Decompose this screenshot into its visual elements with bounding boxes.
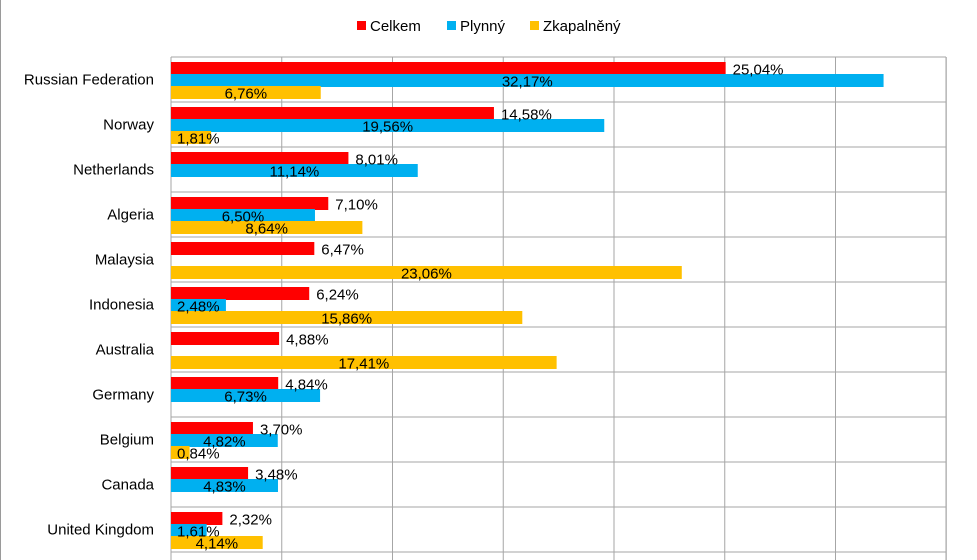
bar (171, 536, 263, 549)
bar (171, 164, 418, 177)
bar (171, 197, 329, 210)
bar (171, 434, 278, 447)
data-label: 15,86% (321, 311, 372, 328)
data-label: 3,48% (255, 467, 298, 484)
bar (171, 377, 279, 390)
data-label: 6,73% (224, 389, 267, 406)
bar (171, 242, 315, 255)
data-label: 4,14% (196, 536, 239, 553)
legend-label: Zkapalněný (543, 18, 621, 35)
data-label: 4,88% (286, 332, 329, 349)
bars (171, 62, 884, 549)
bar (171, 131, 212, 144)
bar (171, 74, 884, 87)
bar (171, 446, 190, 459)
bar (171, 299, 226, 312)
data-labels: 25,04% 32,17% 6,76% 14,58% 19,56% 1,81% 8,01% 1… (177, 62, 784, 553)
data-label: 19,56% (362, 119, 413, 136)
legend-swatch (530, 21, 539, 30)
bar (171, 332, 280, 345)
data-label: 6,47% (321, 242, 364, 259)
bar (171, 209, 315, 222)
bar (171, 422, 253, 435)
data-label: 0,84% (177, 446, 220, 463)
category-label: Russian Federation (24, 72, 154, 89)
bar (171, 86, 321, 99)
data-label: 2,32% (229, 512, 272, 529)
bar (171, 389, 321, 402)
bar (171, 152, 349, 165)
legend-label: Celkem (370, 18, 421, 35)
bar (171, 467, 249, 480)
category-label: Germany (92, 387, 154, 404)
legend-label: Plynný (460, 18, 506, 35)
data-label: 1,81% (177, 131, 220, 148)
category-label: Australia (96, 342, 155, 359)
bar (171, 119, 605, 132)
legend-swatch (357, 21, 366, 30)
category-label: Indonesia (89, 297, 155, 314)
data-label: 23,06% (401, 266, 452, 283)
bar (171, 287, 310, 300)
category-label: Algeria (107, 207, 154, 224)
data-label: 4,83% (203, 479, 246, 496)
data-label: 17,41% (338, 356, 389, 373)
bar (171, 62, 726, 75)
data-label: 8,64% (245, 221, 288, 238)
category-label: United Kingdom (47, 522, 154, 539)
bar (171, 266, 682, 279)
bar (171, 356, 557, 369)
data-label: 25,04% (733, 62, 784, 79)
category-label: Canada (101, 477, 154, 494)
data-label: 1,61% (177, 524, 220, 541)
data-label: 11,14% (269, 164, 319, 181)
data-label: 8,01% (355, 152, 398, 169)
bar (171, 479, 278, 492)
legend: Celkem Plynný Zkapalněný (357, 18, 621, 35)
bar (171, 311, 523, 324)
category-label: Malaysia (95, 252, 155, 269)
data-label: 32,17% (502, 74, 553, 91)
data-label: 14,58% (501, 107, 552, 124)
data-label: 6,50% (222, 209, 265, 226)
data-label: 4,84% (285, 377, 328, 394)
data-label: 4,82% (203, 434, 246, 451)
data-label: 6,24% (316, 287, 359, 304)
data-label: 6,76% (225, 86, 268, 103)
category-label: Belgium (100, 432, 154, 449)
bar (171, 512, 223, 525)
bar (171, 524, 207, 537)
data-label: 2,48% (177, 299, 220, 316)
legend-swatch (447, 21, 456, 30)
data-label: 7,10% (335, 197, 378, 214)
gridlines (170, 56, 947, 560)
data-label: 3,70% (260, 422, 303, 439)
category-label: Norway (103, 117, 154, 134)
category-label: Netherlands (73, 162, 154, 179)
bar (171, 107, 494, 120)
bar (171, 221, 363, 234)
category-labels: Russian Federation Norway Netherlands Alger… (24, 72, 155, 539)
